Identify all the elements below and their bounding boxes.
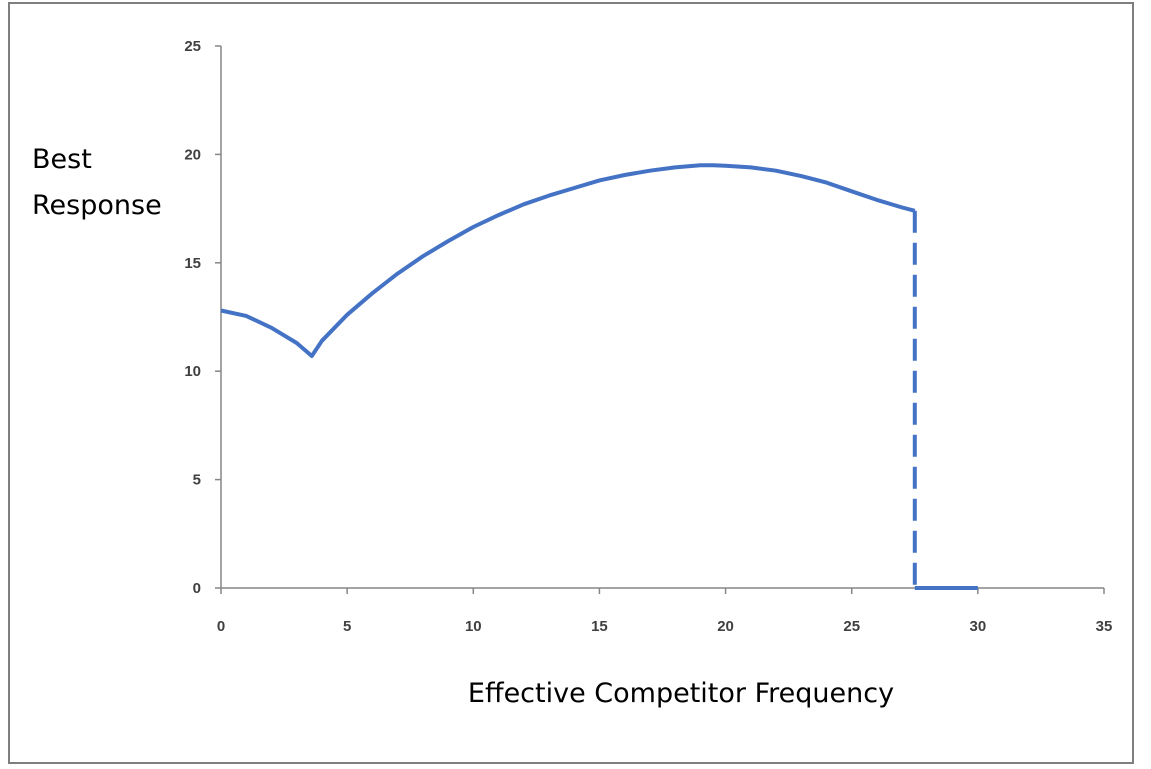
x-tick-label: 10	[465, 618, 482, 635]
x-tick-label: 5	[343, 618, 351, 635]
y-tick-label: 0	[193, 580, 201, 597]
x-tick-label: 15	[591, 618, 608, 635]
y-tick-label: 5	[193, 472, 201, 489]
y-axis-title-line-1: Best	[32, 144, 92, 175]
y-tick-label: 20	[184, 146, 201, 163]
series-layer	[220, 163, 978, 590]
y-tick-label: 10	[184, 363, 201, 380]
x-tick-label: 20	[717, 618, 734, 635]
x-axis-title: Effective Competitor Frequency	[468, 678, 894, 709]
chart-frame	[8, 2, 1134, 764]
series-line-1-solid	[220, 163, 916, 358]
y-tick-label: 15	[184, 255, 201, 272]
x-tick-label: 30	[970, 618, 987, 635]
y-tick-label: 25	[184, 38, 201, 55]
axes: 0 5 10 15 20 25 0 5 10 15 20 25 30 35	[184, 38, 1112, 635]
y-axis-title-line-2: Response	[32, 190, 162, 221]
x-tick-label: 0	[217, 618, 225, 635]
x-tick-label: 25	[843, 618, 860, 635]
x-tick-label: 35	[1096, 618, 1113, 635]
